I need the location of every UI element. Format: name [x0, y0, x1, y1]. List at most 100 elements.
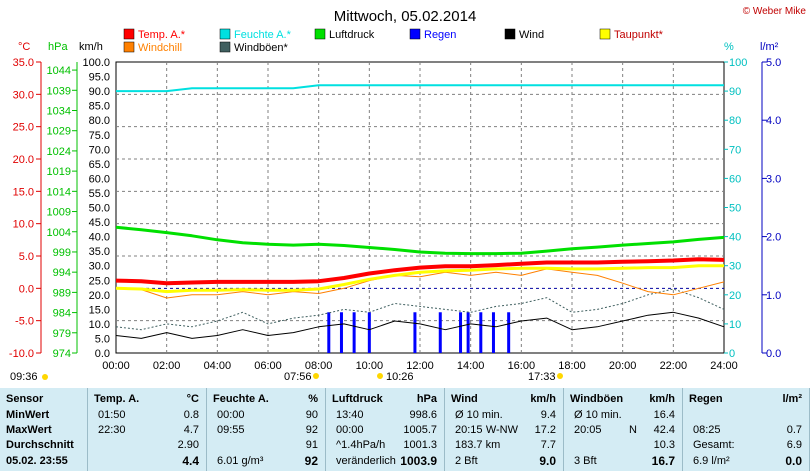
stats-cell-value: 42.4: [653, 424, 675, 436]
wind-tick-label: 15.0: [89, 304, 110, 316]
time-tick-label: 02:00: [153, 360, 181, 372]
legend-label: Windchill: [138, 42, 182, 54]
stats-cell-text: 183.7 km: [455, 439, 501, 451]
rain-tick-label: 5.0: [766, 57, 781, 69]
legend-label: Taupunkt*: [614, 29, 664, 41]
rain-bar: [413, 312, 417, 353]
stats-header-unit: km/h: [649, 393, 675, 405]
stats-table: Sensor MinWert MaxWert Durchschnitt 05.02. 2…: [0, 388, 810, 471]
stats-cell-value: 1001.3: [403, 439, 437, 451]
stats-header-unit: °C: [186, 393, 199, 405]
legend-swatch: [123, 28, 135, 40]
temp-tick-label: 5.0: [19, 251, 34, 263]
stats-cell-value: 17.2: [534, 424, 556, 436]
hum-tick-label: 20: [729, 290, 741, 302]
legend-label: Feuchte A.*: [234, 29, 292, 41]
rain-bar: [479, 312, 483, 353]
stats-cell-text: 6.01 g/m³: [217, 455, 264, 467]
axis-ticks: 00:00 02:00 04:00 06:00 08:00 10:00 12:00 14:00…: [9, 57, 781, 372]
rain-tick-label: 1.0: [766, 290, 781, 302]
stats-cell-text: 3 Bft: [574, 455, 597, 467]
series-line-luftdruck: [115, 225, 725, 256]
wind-tick-label: 45.0: [89, 217, 110, 229]
legend-swatch: [219, 41, 231, 53]
stats-col-press: Luftdruck hPa 13:40 998.6 00:00 1005.7 ^1.4hPa…: [326, 388, 445, 471]
stats-cell-text: 09:55: [217, 424, 245, 436]
legend-swatch: [219, 28, 231, 40]
press-tick-label: 1024: [47, 146, 71, 158]
series-line-wind: [115, 311, 725, 339]
wind-tick-label: 0.0: [95, 348, 110, 360]
stats-header-label: Regen: [689, 393, 723, 405]
hum-tick-label: 80: [729, 115, 741, 127]
rain-bar: [491, 312, 495, 353]
stats-row-label: 05.02. 23:55: [6, 455, 68, 467]
wind-tick-label: 5.0: [95, 333, 110, 345]
wind-tick-label: 35.0: [89, 246, 110, 258]
stats-cell-value: 16.4: [653, 409, 675, 421]
stats-row-label: MaxWert: [6, 424, 52, 436]
stats-row-label: Durchschnitt: [6, 439, 74, 451]
stats-cell-text: 08:25: [693, 424, 721, 436]
sun-event-time: 17:33: [528, 371, 556, 383]
stats-cell-text: veränderlich: [336, 455, 396, 467]
stats-cell-value: 4.4: [182, 454, 199, 468]
stats-cell-value: 998.6: [409, 409, 437, 421]
hum-tick-label: 30: [729, 261, 741, 273]
rain-bar: [466, 312, 470, 353]
stats-header-unit: %: [308, 393, 318, 405]
time-tick-label: 14:00: [457, 360, 485, 372]
stats-cell-value: 1005.7: [403, 424, 437, 436]
time-tick-label: 16:00: [508, 360, 536, 372]
series-line-feuchtea: [116, 84, 724, 93]
time-tick-label: 24:00: [710, 360, 738, 372]
press-tick-label: 1039: [47, 85, 71, 97]
legend-swatch: [409, 28, 421, 40]
rain-bar: [352, 312, 356, 353]
hum-tick-label: 70: [729, 144, 741, 156]
legend-swatch: [599, 28, 611, 40]
stats-cell-value: 91: [305, 439, 318, 451]
stats-cell-extra: N: [629, 424, 637, 436]
stats-cell-text: Ø 10 min.: [574, 409, 622, 421]
rain-bar: [507, 312, 511, 353]
stats-cell-value: 9.4: [540, 409, 556, 421]
stats-col-sensor: Sensor MinWert MaxWert Durchschnitt 05.02. 2…: [0, 388, 88, 471]
wind-tick-label: 60.0: [89, 173, 110, 185]
hum-tick-label: 90: [729, 86, 741, 98]
stats-header-label: Sensor: [6, 393, 44, 405]
legend-label: Windböen*: [234, 42, 289, 54]
stats-cell-value: 16.7: [651, 454, 675, 468]
time-tick-label: 00:00: [102, 360, 130, 372]
wind-tick-label: 100.0: [82, 57, 110, 69]
chart-title: Mittwoch, 05.02.2014: [334, 8, 477, 25]
sun-icon: [377, 373, 383, 379]
stats-header-label: Luftdruck: [332, 393, 383, 405]
press-tick-label: 989: [53, 287, 71, 299]
weather-chart: Mittwoch, 05.02.2014 © Weber Mike Temp. …: [9, 6, 807, 383]
rain-bar: [339, 312, 343, 353]
stats-cell-text: Ø 10 min.: [455, 409, 503, 421]
stats-col-rain: Regen l/m² 08:25 0.7 Gesamt: 6.9 6.9 l/m² 0.0: [683, 388, 810, 471]
stats-cell-text: 2 Bft: [455, 455, 478, 467]
stats-cell-value: 10.3: [653, 439, 675, 451]
press-tick-label: 1044: [47, 65, 71, 77]
wind-tick-label: 70.0: [89, 144, 110, 156]
rain-bar: [367, 312, 371, 353]
rain-tick-label: 2.0: [766, 232, 781, 244]
wind-tick-label: 40.0: [89, 232, 110, 244]
wind-tick-label: 95.0: [89, 72, 110, 84]
press-tick-label: 1014: [47, 186, 71, 198]
legend-label: Luftdruck: [329, 29, 375, 41]
stats-cell-value: 4.7: [183, 424, 199, 436]
series-line-taupunkt: [115, 264, 724, 294]
stats-cell-text: ^1.4hPa/h: [336, 439, 386, 451]
hum-tick-label: 0: [729, 348, 735, 360]
press-tick-label: 974: [53, 348, 71, 360]
stats-header-unit: l/m²: [782, 393, 802, 405]
wind-tick-label: 65.0: [89, 159, 110, 171]
stats-cell-value: 92: [305, 424, 318, 436]
wind-tick-label: 20.0: [89, 290, 110, 302]
hum-tick-label: 10: [729, 319, 741, 331]
legend: Temp. A.* Feuchte A.* Luftdruck Regen Wind Ta…: [123, 28, 664, 54]
